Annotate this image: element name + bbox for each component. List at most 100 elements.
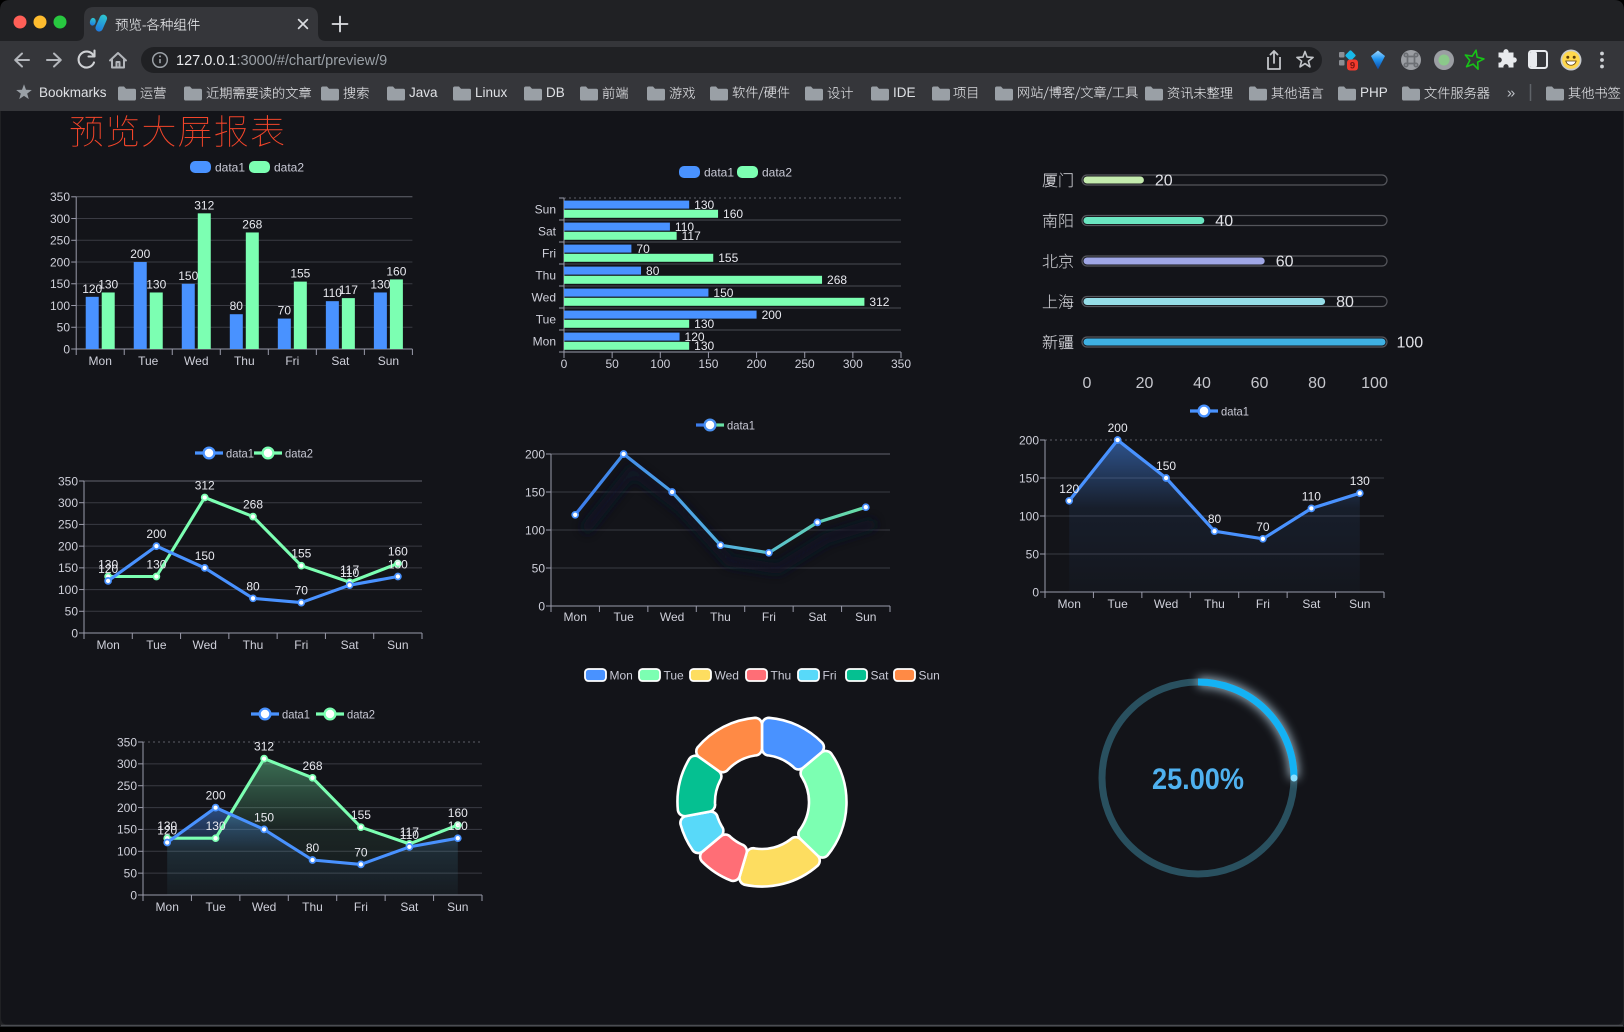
svg-text:80: 80: [1208, 512, 1222, 526]
svg-text:data2: data2: [347, 707, 375, 721]
svg-text:160: 160: [448, 806, 468, 820]
svg-text:160: 160: [723, 207, 743, 221]
svg-text:Fri: Fri: [294, 638, 308, 652]
svg-text:120: 120: [82, 282, 102, 296]
svg-text:Thu: Thu: [771, 668, 792, 682]
svg-text:50: 50: [124, 866, 138, 880]
svg-text:Fri: Fri: [762, 610, 776, 624]
svg-text:Fri: Fri: [542, 246, 556, 260]
svg-text:300: 300: [117, 757, 137, 771]
svg-text:117: 117: [682, 229, 701, 243]
svg-text:0: 0: [538, 599, 545, 613]
svg-text:Sat: Sat: [331, 354, 350, 368]
svg-text:Fri: Fri: [285, 354, 299, 368]
svg-text:100: 100: [58, 583, 78, 597]
svg-text:data2: data2: [285, 446, 313, 460]
svg-text:312: 312: [194, 198, 214, 212]
svg-text:50: 50: [57, 321, 71, 335]
svg-text:268: 268: [243, 498, 263, 512]
svg-text:150: 150: [254, 810, 274, 824]
svg-text:155: 155: [718, 251, 738, 265]
svg-text:Wed: Wed: [715, 668, 739, 682]
svg-text:Thu: Thu: [535, 268, 556, 282]
svg-text:data1: data1: [1221, 404, 1249, 418]
svg-text:50: 50: [1026, 547, 1040, 561]
svg-text:130: 130: [157, 819, 177, 833]
svg-text:250: 250: [117, 779, 137, 793]
svg-text:110: 110: [340, 566, 359, 580]
svg-text:25.00%: 25.00%: [1152, 763, 1244, 796]
svg-text:200: 200: [58, 539, 78, 553]
svg-text:312: 312: [195, 479, 215, 493]
svg-text:Tue: Tue: [146, 638, 167, 652]
svg-text:Thu: Thu: [234, 354, 255, 368]
svg-text:DB: DB: [546, 85, 565, 100]
svg-text:Tue: Tue: [138, 354, 159, 368]
svg-text:Tue: Tue: [206, 900, 227, 914]
svg-text:»: »: [1507, 85, 1515, 102]
svg-text:110: 110: [675, 220, 694, 234]
svg-text:110: 110: [400, 828, 419, 842]
svg-text:Mon: Mon: [533, 334, 556, 348]
svg-text:data1: data1: [226, 446, 254, 460]
svg-text:Thu: Thu: [710, 610, 731, 624]
svg-text:Sun: Sun: [535, 202, 556, 216]
svg-text:40: 40: [1215, 213, 1233, 230]
svg-text:80: 80: [1336, 294, 1354, 311]
svg-text:80: 80: [230, 299, 244, 313]
svg-text:Fri: Fri: [1256, 597, 1270, 611]
svg-text:80: 80: [246, 579, 260, 593]
svg-text:50: 50: [65, 605, 79, 619]
svg-text:120: 120: [157, 824, 177, 838]
svg-text:350: 350: [58, 474, 78, 488]
svg-text:Sat: Sat: [1302, 597, 1321, 611]
svg-text:Tue: Tue: [536, 312, 557, 326]
svg-text:Thu: Thu: [1204, 597, 1225, 611]
svg-text:200: 200: [525, 447, 545, 461]
svg-text:Tue: Tue: [614, 610, 635, 624]
svg-text:130: 130: [448, 819, 468, 833]
svg-text:Mon: Mon: [610, 668, 633, 682]
svg-text:150: 150: [117, 823, 137, 837]
svg-text:Sat: Sat: [808, 610, 827, 624]
svg-text:Sat: Sat: [400, 900, 419, 914]
svg-text:120: 120: [98, 562, 118, 576]
svg-text:100: 100: [1361, 375, 1388, 392]
svg-text:50: 50: [605, 357, 619, 371]
svg-text:70: 70: [354, 845, 368, 859]
svg-text:data2: data2: [762, 165, 792, 179]
svg-text:IDE: IDE: [893, 85, 916, 100]
svg-text:Tue: Tue: [664, 668, 685, 682]
svg-text:Mon: Mon: [96, 638, 119, 652]
svg-text:Wed: Wed: [532, 290, 556, 304]
svg-text:Sun: Sun: [1349, 597, 1370, 611]
svg-text:130: 130: [146, 277, 166, 291]
svg-text:130: 130: [206, 819, 226, 833]
svg-text:117: 117: [400, 825, 419, 839]
svg-text:110: 110: [323, 286, 342, 300]
svg-text:Sun: Sun: [855, 610, 876, 624]
svg-text:80: 80: [646, 264, 660, 278]
svg-text:120: 120: [1059, 482, 1079, 496]
svg-text:120: 120: [685, 330, 705, 344]
svg-text:117: 117: [340, 563, 359, 577]
svg-text:20: 20: [1155, 173, 1173, 190]
svg-text:130: 130: [694, 339, 714, 353]
svg-text:155: 155: [290, 267, 310, 281]
svg-text:data1: data1: [704, 165, 734, 179]
svg-text:60: 60: [1276, 254, 1294, 271]
svg-text:200: 200: [130, 247, 150, 261]
svg-text:Mon: Mon: [89, 354, 112, 368]
svg-text:Wed: Wed: [184, 354, 208, 368]
svg-text:Mon: Mon: [1058, 597, 1081, 611]
svg-text:268: 268: [242, 217, 262, 231]
svg-text:Wed: Wed: [660, 610, 684, 624]
svg-text:268: 268: [302, 759, 322, 773]
svg-text:Bookmarks: Bookmarks: [39, 85, 107, 100]
svg-text:70: 70: [636, 242, 650, 256]
svg-text:Sat: Sat: [538, 224, 557, 238]
svg-text:80: 80: [1308, 375, 1326, 392]
svg-text:Sat: Sat: [341, 638, 360, 652]
svg-text:150: 150: [178, 269, 198, 283]
svg-text:155: 155: [291, 547, 311, 561]
